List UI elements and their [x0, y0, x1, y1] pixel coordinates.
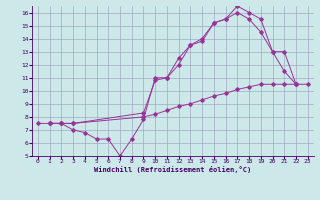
X-axis label: Windchill (Refroidissement éolien,°C): Windchill (Refroidissement éolien,°C)	[94, 166, 252, 173]
